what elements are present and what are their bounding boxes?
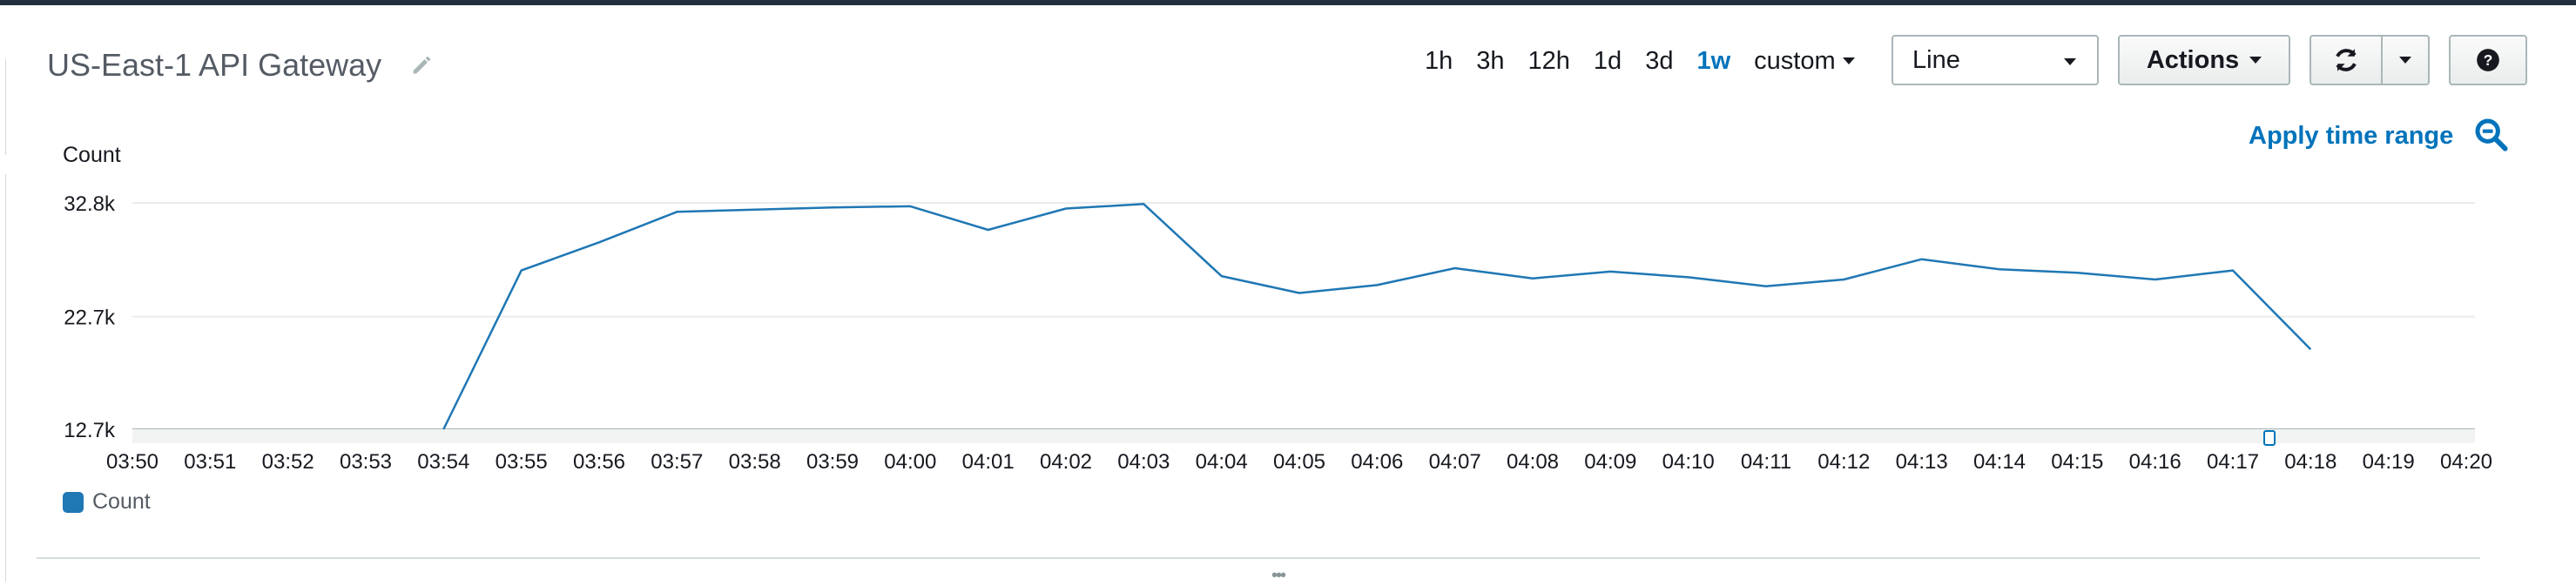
data-point[interactable] [518,267,525,274]
custom-range-label: custom [1754,46,1836,75]
x-tick-label: 03:59 [806,450,859,474]
series-line-count[interactable] [442,203,2312,430]
data-point[interactable] [1218,273,1225,280]
data-point[interactable] [2229,267,2236,274]
x-tick-label: 04:15 [2051,450,2103,474]
divider [37,557,2480,559]
actions-label: Actions [2146,45,2240,74]
data-point[interactable] [673,208,680,215]
x-tick-label: 04:00 [884,450,936,474]
data-point[interactable] [985,226,992,233]
x-axis-band [132,429,2475,443]
apply-time-range-link[interactable]: Apply time range [2249,122,2454,150]
time-marker-handle[interactable] [2263,430,2276,446]
x-tick-label: 04:11 [1741,450,1791,474]
x-tick-label: 03:51 [184,450,236,474]
caret-down-icon [1842,57,1855,64]
x-tick-label: 04:20 [2440,450,2492,474]
data-point[interactable] [1607,268,1614,275]
data-point[interactable] [1296,289,1303,296]
x-tick-label: 04:19 [2363,450,2415,474]
x-tick-label: 03:53 [340,450,392,474]
graph-type-select[interactable]: Line [1892,35,2099,85]
left-panel-edge [0,174,6,582]
y-axis-label: Count [63,143,121,167]
left-panel-edge [0,59,6,155]
x-tick-label: 04:13 [1896,450,1948,474]
x-tick-label: 03:50 [106,450,158,474]
data-point[interactable] [1452,265,1459,272]
data-point[interactable] [1919,256,1925,263]
x-tick-label: 03:56 [573,450,625,474]
data-point[interactable] [2074,269,2080,276]
data-point[interactable] [2152,276,2159,283]
data-point[interactable] [1529,275,1536,282]
x-tick-label: 04:06 [1351,450,1403,474]
x-tick-label: 03:58 [729,450,781,474]
range-3d[interactable]: 3d [1645,46,1674,75]
x-tick-label: 03:57 [651,450,703,474]
x-tick-label: 04:02 [1040,450,1092,474]
x-tick-label: 03:55 [496,450,548,474]
y-tick-label: 22.7k [64,306,116,330]
caret-down-icon [2064,58,2076,65]
data-point[interactable] [829,204,836,211]
data-point[interactable] [1685,273,1692,280]
range-12h[interactable]: 12h [1527,46,1570,75]
x-tick-label: 04:03 [1117,450,1170,474]
x-tick-label: 03:52 [262,450,314,474]
graph-type-value: Line [1912,45,1960,74]
x-tick-label: 04:16 [2129,450,2182,474]
x-tick-label: 04:08 [1507,450,1559,474]
x-tick-label: 04:04 [1196,450,1248,474]
x-tick-label: 04:17 [2207,450,2259,474]
time-range-selector: 1h 3h 12h 1d 3d 1w custom [1425,44,1855,78]
range-1h[interactable]: 1h [1425,46,1453,75]
x-tick-label: 03:54 [417,450,469,474]
x-tick-label: 04:07 [1429,450,1481,474]
chart-legend: Count [63,489,151,515]
y-tick-label: 12.7k [64,419,116,442]
top-bar [0,0,2576,5]
x-tick-label: 04:05 [1273,450,1325,474]
data-point[interactable] [1763,283,1770,290]
x-tick-label: 04:09 [1584,450,1636,474]
data-point[interactable] [596,239,603,246]
svg-text:?: ? [2484,51,2493,69]
help-button[interactable]: ? [2449,35,2527,85]
magnify-minus-icon[interactable] [2473,117,2508,152]
data-point[interactable] [1996,266,2003,273]
refresh-options-button[interactable] [2381,35,2430,85]
x-tick-label: 04:01 [962,450,1015,474]
x-tick-label: 04:10 [1662,450,1715,474]
refresh-button[interactable] [2310,35,2383,85]
custom-range-dropdown[interactable]: custom [1754,46,1855,76]
resize-handle[interactable]: ••• [1271,566,1286,585]
data-point[interactable] [440,426,447,433]
caret-down-icon [2399,57,2411,64]
question-icon: ? [2477,49,2499,71]
pencil-icon[interactable] [409,52,434,77]
data-point[interactable] [1840,276,1847,283]
y-tick-label: 32.8k [64,192,116,216]
data-point[interactable] [1062,205,1069,212]
range-1w[interactable]: 1w [1696,46,1731,75]
range-3h[interactable]: 3h [1476,46,1505,75]
legend-swatch[interactable] [63,491,84,513]
data-point[interactable] [752,206,759,213]
data-point[interactable] [1373,281,1380,288]
x-tick-label: 04:18 [2284,450,2337,474]
caret-down-icon [2249,57,2262,64]
actions-button[interactable]: Actions [2118,35,2290,85]
legend-label: Count [92,489,151,514]
data-point[interactable] [2307,346,2314,353]
x-tick-label: 04:14 [1973,450,2026,474]
refresh-icon [2336,49,2357,71]
dashboard-widget-title: US-East-1 API Gateway [47,47,382,83]
range-1d[interactable]: 1d [1593,46,1622,75]
x-tick-label: 04:12 [1817,450,1870,474]
line-chart[interactable]: 32.8k 22.7k 12.7k 03:50 03:51 03:52 03:53 03:54… [0,174,2576,488]
data-point[interactable] [907,203,914,210]
data-point[interactable] [1140,200,1147,207]
